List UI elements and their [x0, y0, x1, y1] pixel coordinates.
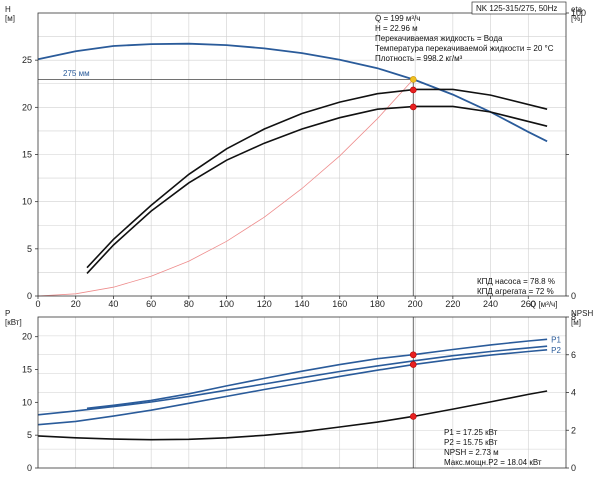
duty-marker — [409, 103, 417, 111]
y-right-tick-label: 0 — [571, 291, 576, 301]
info-line: Q = 199 м³/ч — [375, 14, 420, 23]
y-left-unit: [м] — [5, 14, 15, 23]
title-box-text: NK 125-315/275, 50Hz — [476, 4, 557, 13]
y-right-tick-label: 4 — [571, 388, 576, 398]
y-left-tick-label: 25 — [22, 55, 32, 65]
info-line: Температура перекачиваемой жидкости = 20… — [375, 44, 554, 53]
duty-marker — [409, 351, 417, 359]
y-left-tick-label: 0 — [27, 463, 32, 473]
x-tick-label: 80 — [184, 299, 194, 309]
curve-P1 — [86, 338, 548, 410]
info-line: Макс.мощн.P2 = 18.04 кВт — [444, 458, 542, 467]
x-tick-label: 0 — [35, 299, 40, 309]
efficiency-line: КПД агрегата = 72 % — [477, 287, 554, 296]
y-left-unit: [кВт] — [5, 318, 22, 327]
curve-eta-pump — [86, 88, 548, 269]
y-left-tick-label: 15 — [22, 150, 32, 160]
y-left-tick-label: 0 — [27, 291, 32, 301]
x-tick-label: 60 — [146, 299, 156, 309]
x-tick-label: 140 — [294, 299, 309, 309]
info-line: H = 22.96 м — [375, 24, 418, 33]
curve-head — [37, 42, 548, 143]
y-right-label: NPSH — [571, 309, 593, 318]
title-box — [471, 1, 567, 15]
info-line: Плотность = 998.2 кг/м³ — [375, 54, 463, 63]
y-left-label: P — [5, 309, 10, 318]
x-tick-label: 260 — [521, 299, 536, 309]
y-left-tick-label: 5 — [27, 244, 32, 254]
x-tick-label: 40 — [108, 299, 118, 309]
series-label-P1: P1 — [551, 335, 561, 344]
y-right-tick-label: 6 — [571, 350, 576, 360]
curve-P1-extended — [37, 345, 548, 416]
duty-marker — [409, 76, 417, 83]
duty-marker — [409, 86, 417, 94]
x-tick-label: 100 — [219, 299, 234, 309]
x-tick-label: 180 — [370, 299, 385, 309]
curve-P2 — [37, 349, 548, 426]
y-right-tick-label: 8 — [571, 312, 576, 322]
x-tick-label: 240 — [483, 299, 498, 309]
markers-layer — [409, 76, 417, 420]
curve-NPSH — [37, 390, 548, 441]
info-line: Перекачиваемая жидкость = Вода — [375, 34, 503, 43]
y-left-label: H — [5, 5, 11, 14]
curve-system — [37, 79, 414, 297]
duty-marker — [409, 361, 417, 368]
y-left-tick-label: 15 — [22, 365, 32, 375]
x-tick-label: 20 — [71, 299, 81, 309]
duty-marker — [409, 413, 417, 420]
efficiency-line: КПД насоса = 78.8 % — [477, 277, 555, 286]
y-right-tick-label: 0 — [571, 463, 576, 473]
y-right-unit: [%] — [571, 14, 583, 23]
grid-layer — [38, 13, 566, 468]
series-label-P2: P2 — [551, 346, 561, 355]
impeller-diameter-label: 275 мм — [63, 69, 90, 78]
curves-layer — [37, 42, 548, 468]
y-left-tick-label: 10 — [22, 397, 32, 407]
y-left-tick-label: 5 — [27, 430, 32, 440]
y-right-tick-label: 100 — [571, 8, 586, 18]
info-line: P2 = 15.75 кВт — [444, 438, 498, 447]
curve-eta-aggregate — [86, 105, 548, 274]
x-tick-label: 220 — [445, 299, 460, 309]
x-axis-label: Q [м³/ч] — [530, 300, 557, 309]
frame-layer — [35, 1, 569, 469]
info-line: P1 = 17.25 кВт — [444, 428, 498, 437]
info-line: NPSH = 2.73 м — [444, 448, 499, 457]
y-right-unit: [м] — [571, 318, 581, 327]
y-right-label: eta — [571, 5, 583, 14]
x-tick-label: 120 — [257, 299, 272, 309]
y-left-tick-label: 20 — [22, 332, 32, 342]
x-tick-label: 200 — [408, 299, 423, 309]
y-right-tick-label: 2 — [571, 425, 576, 435]
x-tick-label: 160 — [332, 299, 347, 309]
y-left-tick-label: 10 — [22, 197, 32, 207]
y-left-tick-label: 20 — [22, 102, 32, 112]
